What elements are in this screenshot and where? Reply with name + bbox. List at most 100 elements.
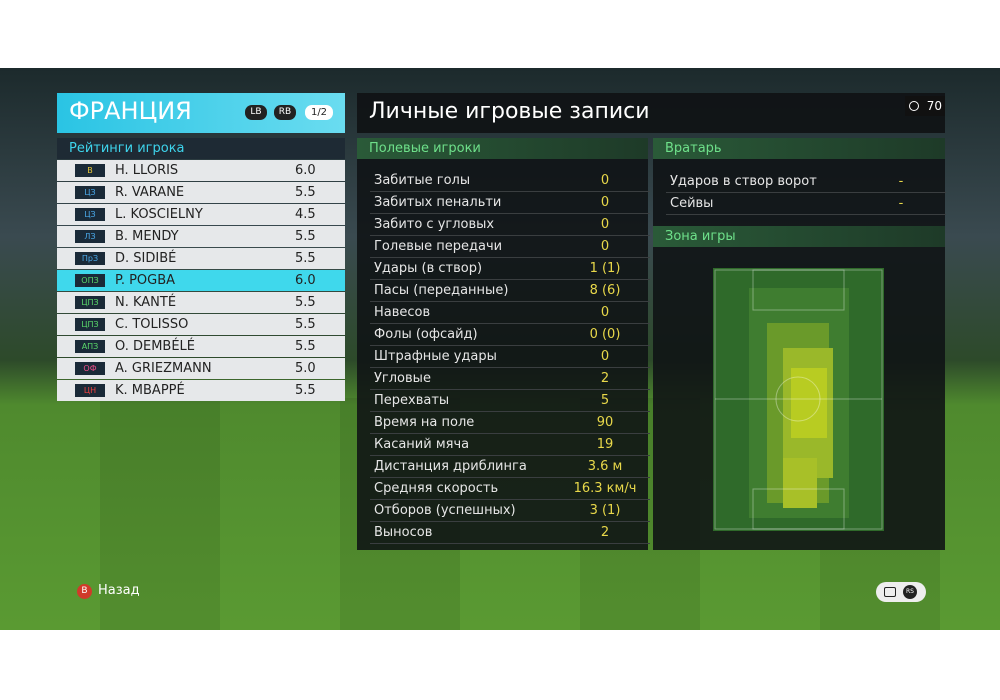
position-badge: ЦЗ [75, 186, 105, 199]
stat-value: - [898, 174, 904, 189]
position-badge: ЦН [75, 384, 105, 397]
stat-value: 0 [600, 173, 610, 188]
back-label[interactable]: Назад [98, 583, 140, 598]
player-row[interactable]: ЦН K. MBAPPÉ 5.5 [57, 380, 345, 401]
stat-value: 3.6 м [587, 459, 623, 474]
player-row[interactable]: ОФ A. GRIEZMANN 5.0 [57, 358, 345, 379]
position-badge: ОФ [75, 362, 105, 375]
player-rating: 5.5 [295, 383, 316, 398]
chat-icon [884, 587, 896, 597]
zone-header: Зона игры [653, 226, 945, 247]
stat-row: Средняя скорость 16.3 км/ч [370, 478, 650, 500]
stat-value: 8 (6) [589, 283, 621, 298]
team-name: ФРАНЦИЯ [69, 97, 192, 125]
stat-row: Отборов (успешных) 3 (1) [370, 500, 650, 522]
position-badge: ЛЗ [75, 230, 105, 243]
player-row[interactable]: ЦЗ R. VARANE 5.5 [57, 182, 345, 203]
stat-label: Выносов [374, 525, 433, 540]
position-badge: ОПЗ [75, 274, 105, 287]
stat-row: Касаний мяча 19 [370, 434, 650, 456]
player-row[interactable]: ЦПЗ C. TOLISSO 5.5 [57, 314, 345, 335]
rb-button[interactable]: RB [274, 105, 296, 120]
gk-header: Вратарь [653, 138, 945, 159]
title: Личные игровые записи [369, 99, 650, 124]
timer-value: 70 [926, 99, 942, 113]
stat-label: Угловые [374, 371, 431, 386]
player-row[interactable]: ЛЗ B. MENDY 5.5 [57, 226, 345, 247]
stat-row: Сейвы - [666, 193, 946, 215]
stat-value: 16.3 км/ч [573, 481, 637, 496]
position-badge: ЦПЗ [75, 318, 105, 331]
stat-label: Перехваты [374, 393, 450, 408]
clock-icon [909, 101, 919, 111]
stat-value: - [898, 196, 904, 211]
back-button[interactable]: B [77, 584, 92, 599]
stat-label: Дистанция дриблинга [374, 459, 527, 474]
stat-row: Забитых пенальти 0 [370, 192, 650, 214]
stat-row: Штрафные удары 0 [370, 346, 650, 368]
position-badge: АПЗ [75, 340, 105, 353]
stat-value: 0 [600, 239, 610, 254]
stat-value: 0 [600, 217, 610, 232]
player-row[interactable]: ЦПЗ N. KANTÉ 5.5 [57, 292, 345, 313]
stat-value: 1 (1) [589, 261, 621, 276]
player-name: K. MBAPPÉ [115, 383, 185, 398]
page-indicator: 1/2 [305, 105, 333, 120]
stat-label: Фолы (офсайд) [374, 327, 478, 342]
heatmap [713, 268, 884, 531]
stat-value: 3 (1) [589, 503, 621, 518]
stat-row: Ударов в створ ворот - [666, 171, 946, 193]
stat-value: 0 [600, 195, 610, 210]
field-header: Полевые игроки [357, 138, 648, 159]
player-name: O. DEMBÉLÉ [115, 339, 195, 354]
stat-row: Пасы (переданные) 8 (6) [370, 280, 650, 302]
stat-row: Фолы (офсайд) 0 (0) [370, 324, 650, 346]
lb-button[interactable]: LB [245, 105, 267, 120]
stat-value: 0 (0) [589, 327, 621, 342]
game-screen: ФРАНЦИЯ LB RB 1/2 Рейтинги игрока В H. LL… [0, 68, 1000, 630]
player-rating: 5.5 [295, 229, 316, 244]
stat-row: Время на поле 90 [370, 412, 650, 434]
player-row[interactable]: ПрЗ D. SIDIBÉ 5.5 [57, 248, 345, 269]
player-name: D. SIDIBÉ [115, 251, 177, 266]
player-rating: 5.5 [295, 317, 316, 332]
stat-label: Голевые передачи [374, 239, 503, 254]
player-name: L. KOSCIELNY [115, 207, 203, 222]
player-name: C. TOLISSO [115, 317, 189, 332]
field-panel [357, 138, 648, 550]
player-rating: 5.5 [295, 339, 316, 354]
position-badge: ЦЗ [75, 208, 105, 221]
stat-row: Дистанция дриблинга 3.6 м [370, 456, 650, 478]
stat-label: Штрафные удары [374, 349, 497, 364]
stat-label: Отборов (успешных) [374, 503, 516, 518]
player-rating: 6.0 [295, 273, 316, 288]
player-name: H. LLORIS [115, 163, 179, 178]
player-rating: 5.5 [295, 251, 316, 266]
stat-row: Забитые голы 0 [370, 170, 650, 192]
player-rating: 4.5 [295, 207, 316, 222]
player-rating: 5.0 [295, 361, 316, 376]
player-name: N. KANTÉ [115, 295, 177, 310]
stat-row: Удары (в створ) 1 (1) [370, 258, 650, 280]
stat-label: Навесов [374, 305, 431, 320]
stat-value: 2 [600, 371, 610, 386]
player-row[interactable]: В H. LLORIS 6.0 [57, 160, 345, 181]
team-header: ФРАНЦИЯ LB RB 1/2 [57, 93, 345, 133]
player-row[interactable]: ЦЗ L. KOSCIELNY 4.5 [57, 204, 345, 225]
position-badge: В [75, 164, 105, 177]
player-row[interactable]: АПЗ O. DEMBÉLÉ 5.5 [57, 336, 345, 357]
player-rating: 5.5 [295, 185, 316, 200]
stat-label: Время на поле [374, 415, 475, 430]
stat-label: Забитые голы [374, 173, 471, 188]
subtitle: Рейтинги игрока [57, 138, 345, 159]
player-row[interactable]: ОПЗ P. POGBA 6.0 [57, 270, 345, 291]
stat-label: Ударов в створ ворот [670, 174, 817, 189]
stat-value: 5 [600, 393, 610, 408]
player-rating: 6.0 [295, 163, 316, 178]
stat-value: 90 [596, 415, 614, 430]
title-bar: Личные игровые записи 70 [357, 93, 945, 133]
rs-icon[interactable]: RS [903, 585, 917, 599]
stat-label: Сейвы [670, 196, 714, 211]
player-rating: 5.5 [295, 295, 316, 310]
position-badge: ПрЗ [75, 252, 105, 265]
